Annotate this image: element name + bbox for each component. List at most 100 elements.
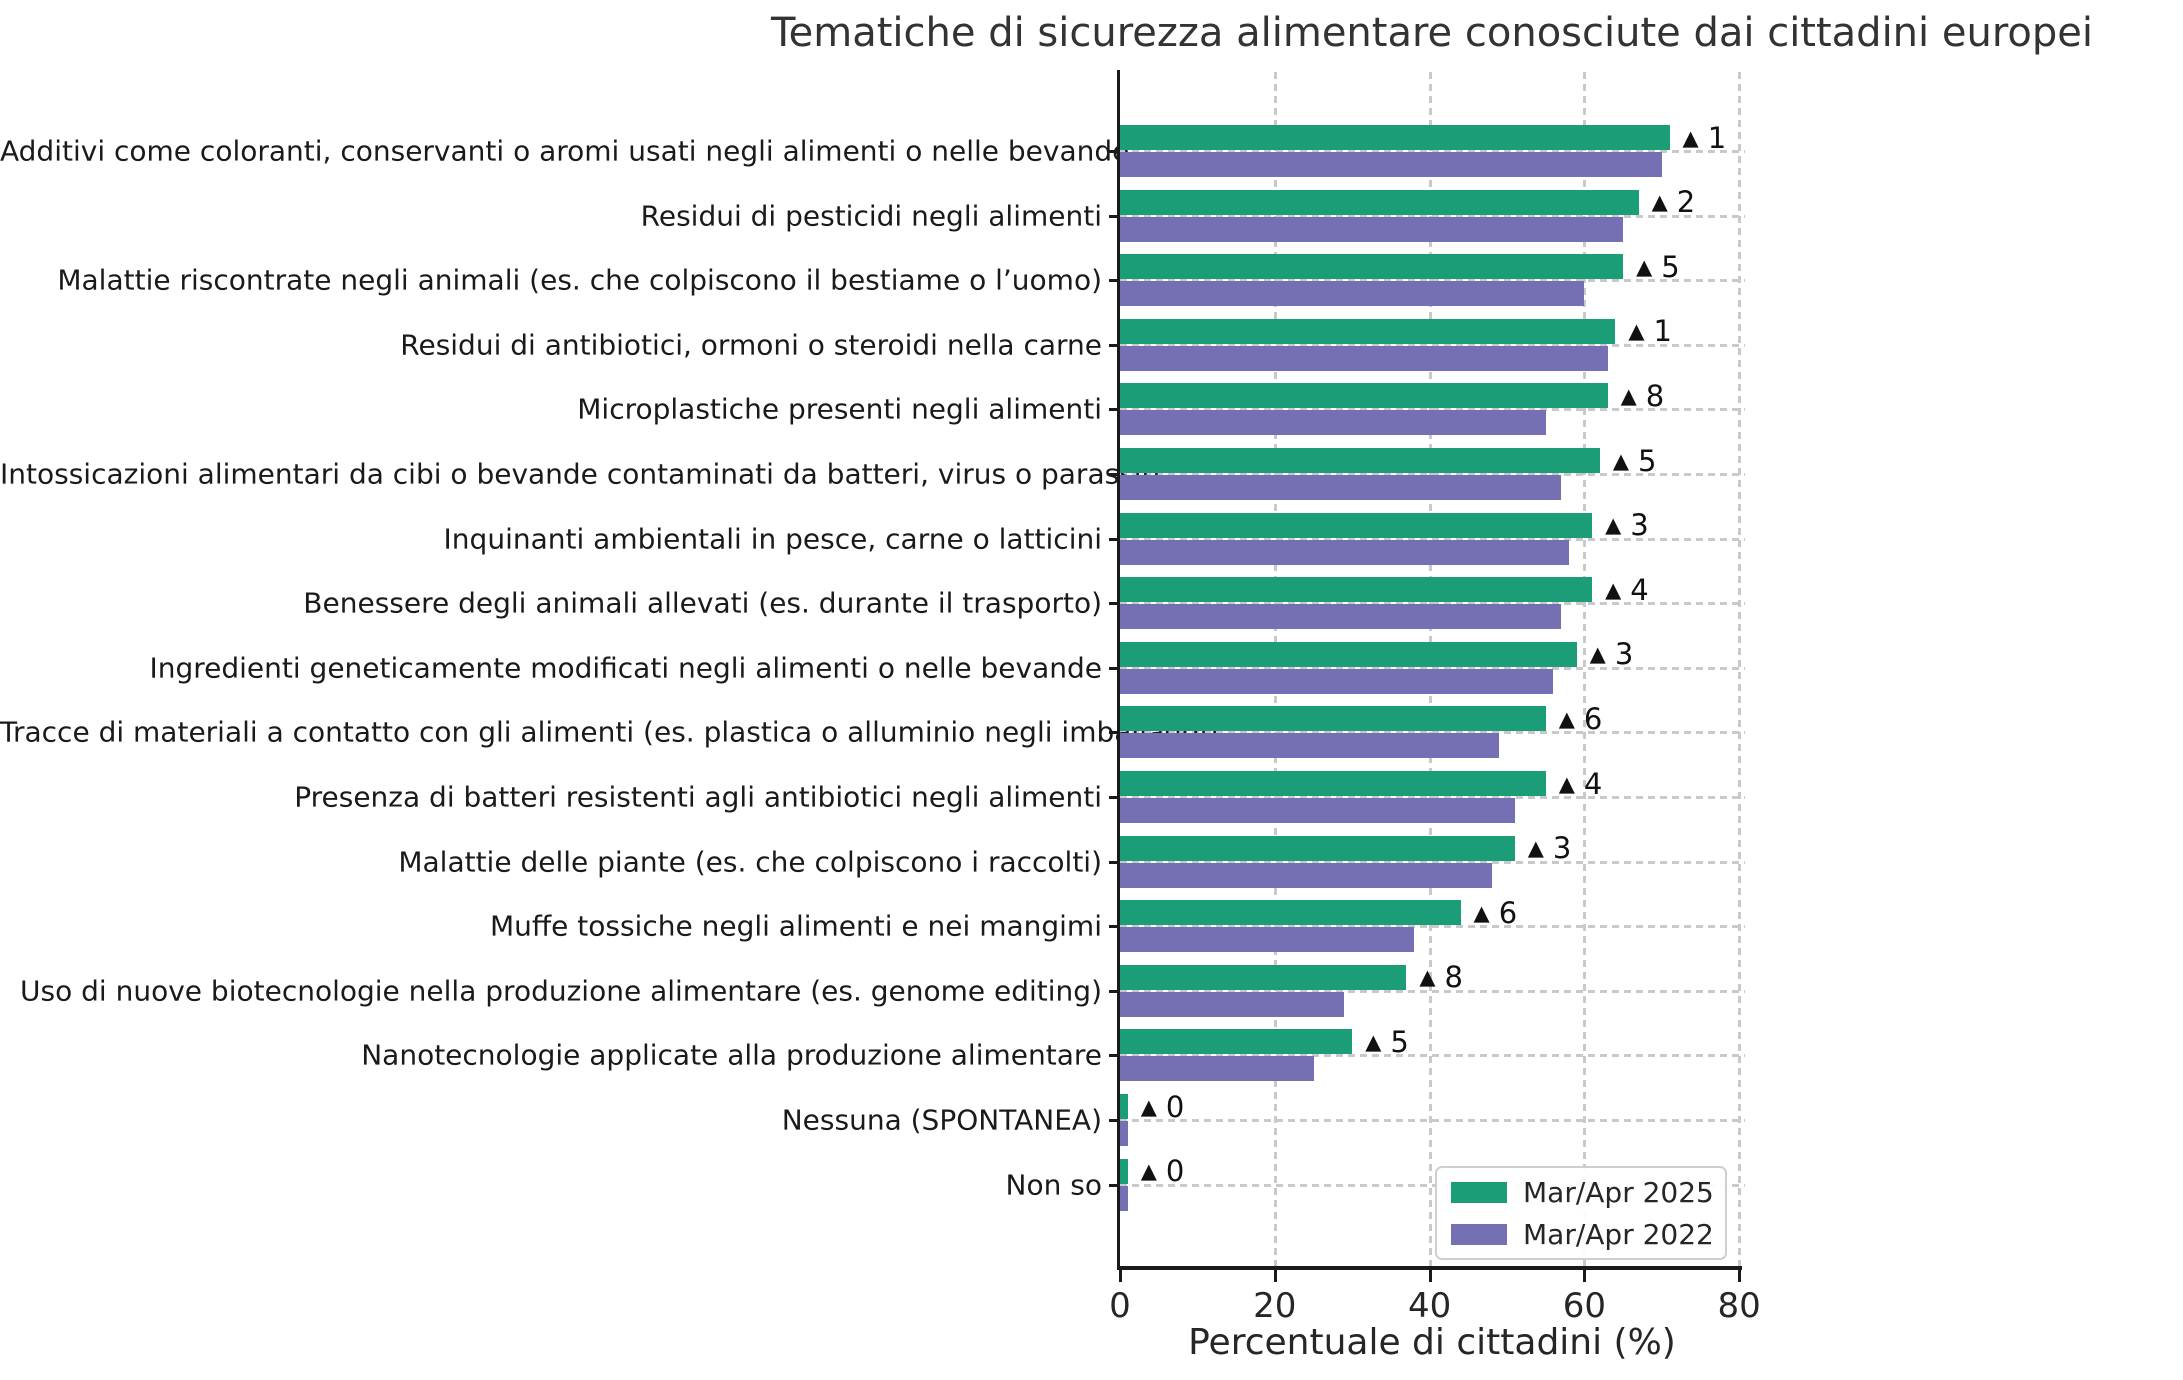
delta-annotation-12: ▲ 6	[1473, 896, 1518, 930]
y-tick-mark-7	[1109, 602, 1117, 606]
category-label-0: Additivi come coloranti, conservanti o a…	[0, 134, 1130, 168]
increase-triangle-icon: ▲	[1365, 1029, 1382, 1054]
category-label-11: Malattie delle piante (es. che colpiscon…	[398, 845, 1102, 879]
delta-annotation-7: ▲ 4	[1605, 573, 1649, 607]
category-label-12: Muffe tossiche negli alimenti e nei mang…	[489, 909, 1102, 943]
y-gridline-4	[1120, 408, 1745, 412]
y-tick-mark-5	[1109, 473, 1117, 476]
delta-value: 6	[1498, 895, 1518, 930]
x-tick-mark-0	[1119, 1270, 1122, 1282]
legend-item-2022: Mar/Apr 2022	[1451, 1218, 1714, 1251]
delta-annotation-0: ▲ 1	[1682, 121, 1727, 155]
legend-swatch-2025	[1451, 1181, 1507, 1203]
legend-item-2025: Mar/Apr 2025	[1451, 1176, 1714, 1209]
y-tick-mark-10	[1109, 796, 1117, 799]
y-gridline-15	[1120, 1119, 1745, 1122]
increase-triangle-icon: ▲	[1558, 771, 1575, 796]
y-gridline-12	[1120, 925, 1745, 929]
y-gridline-10	[1120, 796, 1745, 799]
delta-value: 5	[1661, 249, 1680, 284]
delta-annotation-15: ▲ 0	[1141, 1090, 1185, 1124]
y-gridline-14	[1120, 1054, 1745, 1058]
increase-triangle-icon: ▲	[1682, 125, 1699, 150]
y-gridline-13	[1120, 989, 1745, 993]
bar-2022-11	[1120, 862, 1492, 888]
increase-triangle-icon: ▲	[1473, 900, 1490, 925]
bar-2025-9	[1120, 706, 1546, 732]
delta-annotation-9: ▲ 6	[1559, 702, 1603, 736]
bar-2025-10	[1120, 771, 1546, 796]
bar-2022-9	[1120, 733, 1500, 759]
category-label-3: Residui di antibiotici, ormoni o steroid…	[400, 328, 1102, 362]
bar-2022-10	[1120, 798, 1515, 823]
category-label-2: Malattie riscontrate negli animali (es. …	[57, 263, 1102, 297]
y-gridline-2	[1120, 279, 1745, 283]
category-label-1: Residui di pesticidi negli alimenti	[640, 199, 1102, 233]
increase-triangle-icon: ▲	[1605, 513, 1622, 538]
delta-value: 3	[1630, 508, 1649, 543]
delta-value: 0	[1165, 1089, 1185, 1124]
delta-value: 3	[1552, 831, 1572, 866]
increase-triangle-icon: ▲	[1419, 965, 1436, 990]
y-tick-mark-11	[1109, 860, 1117, 864]
y-tick-mark-14	[1109, 1054, 1117, 1058]
delta-value: 2	[1676, 185, 1696, 220]
delta-value: 3	[1614, 637, 1634, 672]
bar-2022-1	[1120, 216, 1624, 242]
bar-2025-0	[1120, 125, 1670, 150]
category-label-4: Microplastiche presenti negli alimenti	[577, 392, 1102, 426]
delta-value: 5	[1390, 1024, 1409, 1059]
bar-2022-6	[1120, 539, 1569, 565]
delta-annotation-16: ▲ 0	[1140, 1154, 1185, 1188]
bar-2022-0	[1120, 152, 1662, 177]
x-tick-label-80: 80	[1717, 1286, 1761, 1326]
increase-triangle-icon: ▲	[1651, 190, 1668, 215]
plot-area: ▲ 1 ▲ 2 ▲ 5 ▲ 1 ▲ 8 ▲ 5 ▲ 3 ▲ 4 ▲ 3 ▲ 6 ▲ 4 ▲ 3 ▲ 6 ▲ 8 ▲ 5 ▲ 0 ▲ 0	[1120, 72, 1772, 1268]
y-gridline-16	[1120, 1183, 1745, 1187]
delta-annotation-14: ▲ 5	[1365, 1025, 1409, 1059]
bar-2025-11	[1120, 835, 1515, 861]
increase-triangle-icon: ▲	[1628, 319, 1645, 344]
y-gridline-1	[1120, 214, 1745, 218]
bar-2022-12	[1120, 927, 1415, 953]
y-tick-mark-1	[1109, 214, 1117, 218]
category-label-9: Tracce di materiali a contatto con gli a…	[0, 715, 1219, 749]
delta-annotation-11: ▲ 3	[1528, 831, 1572, 865]
delta-value: 1	[1707, 120, 1727, 155]
increase-triangle-icon: ▲	[1140, 1159, 1157, 1184]
delta-value: 8	[1444, 960, 1463, 995]
y-axis-spine	[1117, 70, 1120, 1270]
y-gridline-9	[1120, 731, 1745, 735]
x-tick-mark-60	[1583, 1270, 1587, 1282]
delta-value: 5	[1638, 443, 1657, 478]
increase-triangle-icon: ▲	[1620, 383, 1637, 408]
y-tick-mark-4	[1109, 408, 1117, 412]
y-gridline-7	[1120, 602, 1745, 606]
y-gridline-5	[1120, 473, 1745, 476]
bar-2025-14	[1120, 1029, 1353, 1055]
delta-value: 0	[1165, 1154, 1185, 1189]
bar-2025-3	[1120, 318, 1616, 344]
x-axis-spine	[1117, 1266, 1742, 1270]
y-tick-mark-2	[1109, 279, 1117, 283]
bar-2025-16	[1120, 1158, 1128, 1184]
delta-annotation-10: ▲ 4	[1558, 767, 1603, 801]
increase-triangle-icon: ▲	[1605, 577, 1622, 602]
y-gridline-6	[1120, 537, 1745, 541]
x-gridline-60	[1583, 72, 1587, 1268]
y-tick-mark-0	[1109, 150, 1117, 153]
delta-annotation-13: ▲ 8	[1419, 960, 1463, 994]
delta-annotation-1: ▲ 2	[1651, 185, 1696, 219]
bar-2022-16	[1120, 1185, 1128, 1211]
bar-2022-13	[1120, 991, 1345, 1017]
bar-2022-5	[1120, 475, 1562, 500]
increase-triangle-icon: ▲	[1636, 254, 1653, 279]
bar-2025-4	[1120, 383, 1608, 409]
y-tick-mark-12	[1109, 925, 1117, 929]
chart-title: Tematiche di sicurezza alimentare conosc…	[771, 10, 2093, 56]
x-tick-label-40: 40	[1407, 1286, 1452, 1326]
y-gridline-0	[1120, 150, 1745, 153]
x-tick-label-60: 60	[1562, 1286, 1607, 1326]
increase-triangle-icon: ▲	[1589, 642, 1606, 667]
